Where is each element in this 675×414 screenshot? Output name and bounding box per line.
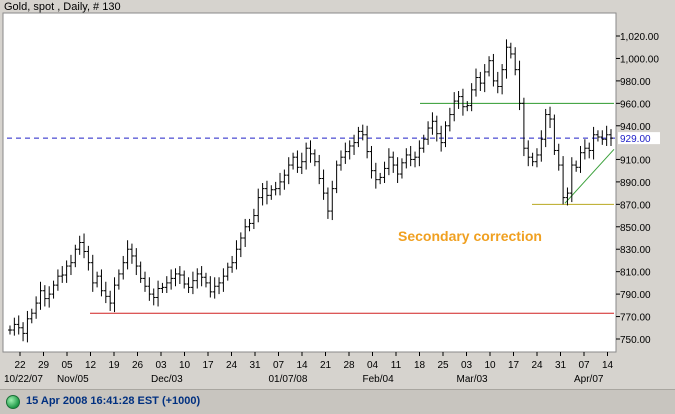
x-major-label: 10/22/07 (4, 374, 43, 385)
price-bars (8, 39, 613, 343)
x-major-label: Nov/05 (57, 374, 89, 385)
x-major-label: Feb/04 (363, 374, 395, 385)
y-tick-label: 830.00 (620, 245, 651, 256)
x-tick-label: 07 (273, 360, 285, 371)
plot-area (2, 12, 617, 353)
y-tick-label: 810.00 (620, 268, 651, 279)
x-major-label: Dec/03 (151, 374, 183, 385)
chart-annotation: Secondary correction (398, 228, 542, 244)
x-tick-label: 03 (461, 360, 473, 371)
x-tick-label: 07 (578, 360, 590, 371)
y-tick-label: 790.00 (620, 290, 651, 301)
x-major-label: Apr/07 (574, 374, 604, 385)
x-tick-label: 10 (484, 360, 496, 371)
x-tick-label: 17 (202, 360, 214, 371)
price-chart: 929.00 750.00 770.00 790.00 810.00 830.00 850… (2, 12, 660, 385)
x-major-label: 01/07/08 (269, 374, 308, 385)
trendline (564, 149, 615, 204)
x-tick-label: 12 (85, 360, 97, 371)
x-tick-label: 24 (226, 360, 238, 371)
x-tick-label: 05 (61, 360, 73, 371)
reference-lines: 929.00 (7, 102, 660, 314)
x-tick-label: 29 (38, 360, 50, 371)
x-tick-label: 18 (414, 360, 426, 371)
x-tick-label: 11 (391, 360, 402, 371)
y-tick-label: 960.00 (620, 99, 651, 110)
x-tick-label: 14 (602, 360, 614, 371)
x-tick-label: 25 (437, 360, 449, 371)
y-tick-label: 1,020.00 (620, 32, 659, 43)
x-tick-label: 22 (14, 360, 26, 371)
y-tick-label: 1,000.00 (620, 54, 659, 65)
x-tick-label: 28 (343, 360, 355, 371)
y-tick-label: 980.00 (620, 77, 651, 88)
current-price-label: 929.00 (620, 134, 651, 145)
y-tick-label: 870.00 (620, 200, 651, 211)
x-tick-label: 03 (155, 360, 167, 371)
x-tick-label: 14 (296, 360, 308, 371)
x-axis: 22 29 05 12 19 26 03 10 17 24 31 07 14 21 28 04 11 18 25 03… (4, 352, 613, 385)
x-tick-label: 21 (320, 360, 332, 371)
y-tick-label: 940.00 (620, 122, 651, 133)
status-bar: 15 Apr 2008 16:41:28 EST (+1000) (0, 389, 675, 414)
current-price-box (618, 132, 660, 145)
x-tick-label: 31 (249, 360, 261, 371)
x-tick-label: 10 (179, 360, 191, 371)
y-tick-label: 770.00 (620, 313, 651, 324)
x-tick-label: 26 (132, 360, 144, 371)
y-tick-label: 750.00 (620, 335, 651, 346)
y-axis: 750.00 770.00 790.00 810.00 830.00 850.00 870.… (616, 32, 659, 346)
status-timestamp: 15 Apr 2008 16:41:28 EST (+1000) (26, 395, 201, 407)
x-tick-label: 31 (555, 360, 567, 371)
y-tick-label: 850.00 (620, 223, 651, 234)
x-major-label: Mar/03 (457, 374, 489, 385)
connection-status-icon (6, 395, 20, 409)
x-tick-label: 19 (108, 360, 120, 371)
chart-title: Gold, spot , Daily, # 130 (4, 1, 121, 13)
x-tick-label: 17 (508, 360, 520, 371)
x-tick-label: 04 (367, 360, 379, 371)
x-tick-label: 24 (531, 360, 543, 371)
y-tick-label: 890.00 (620, 178, 651, 189)
y-tick-label: 910.00 (620, 155, 651, 166)
